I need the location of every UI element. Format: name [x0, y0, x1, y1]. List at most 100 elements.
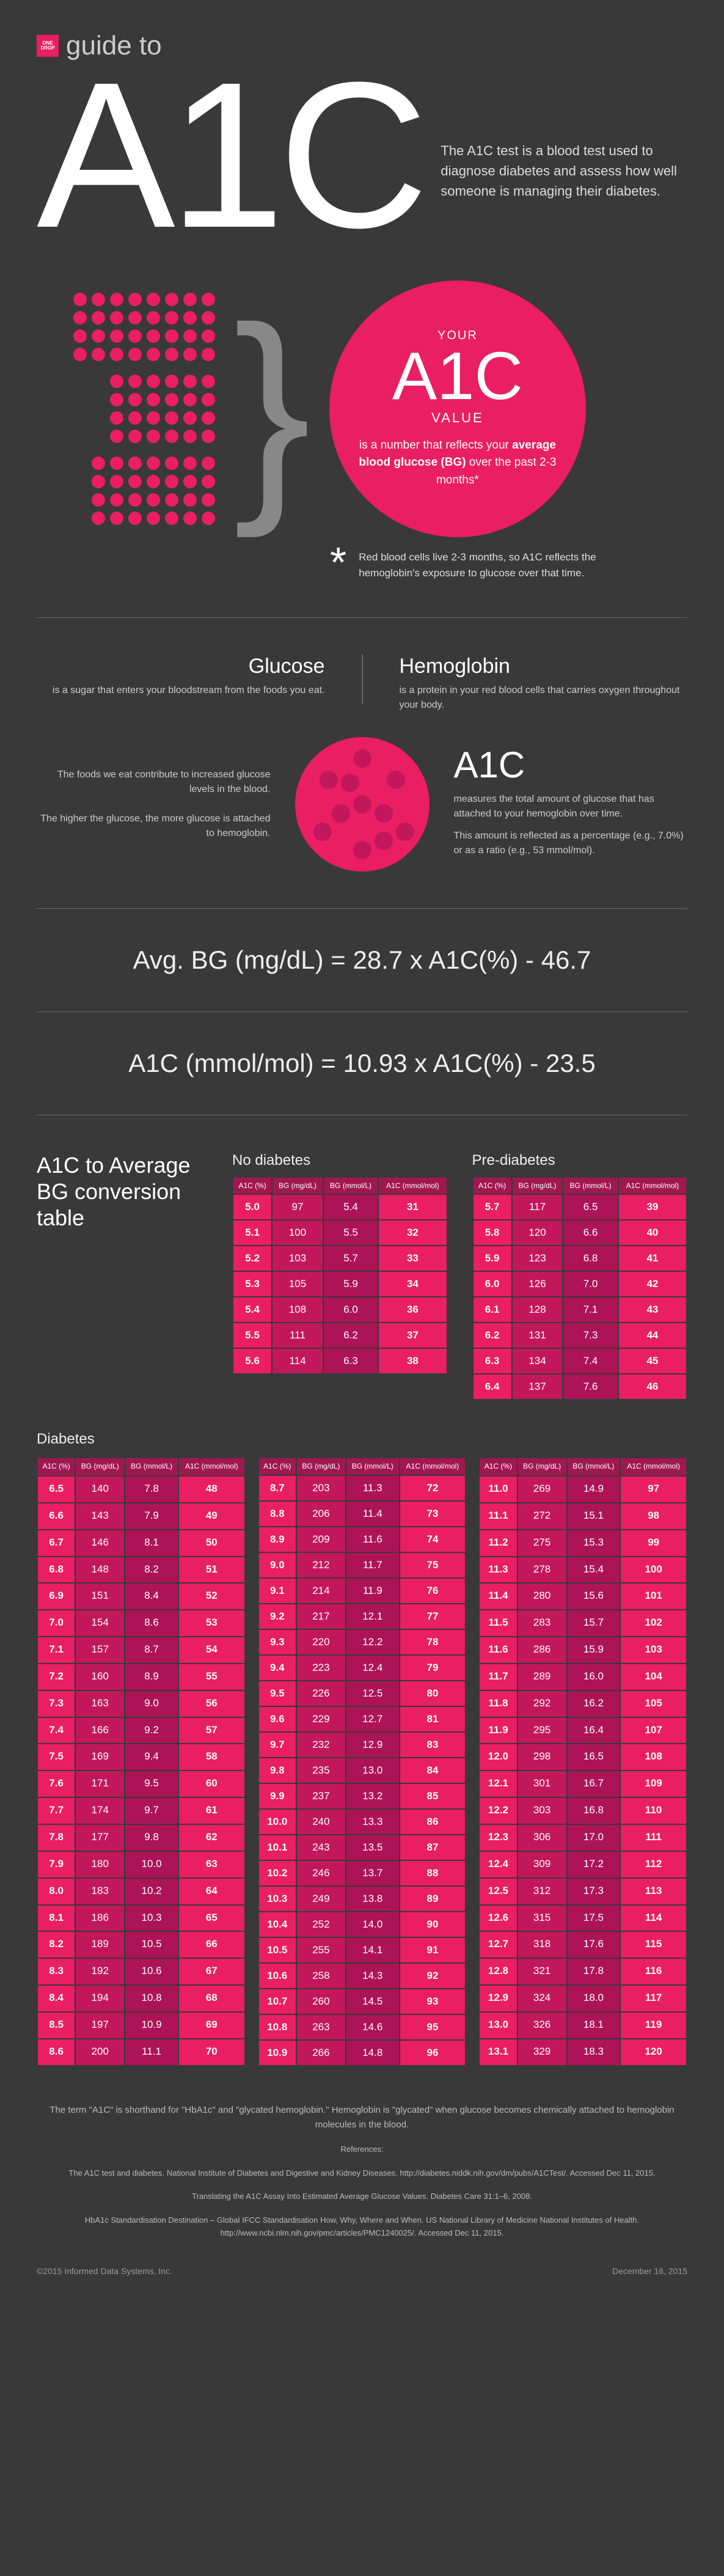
table-cell: 140 — [75, 1476, 125, 1503]
table-cell: 6.9 — [37, 1583, 75, 1610]
table-cell: 7.7 — [37, 1797, 75, 1824]
table-cell: 50 — [178, 1530, 245, 1557]
table-cell: 7.8 — [125, 1476, 178, 1503]
table-header: BG (mg/dL) — [517, 1458, 567, 1476]
table-cell: 266 — [296, 2040, 346, 2066]
table-cell: 43 — [618, 1297, 687, 1323]
table-header: A1C (%) — [258, 1458, 296, 1475]
table-header: BG (mmol/L) — [563, 1177, 618, 1194]
table-header: A1C (mmol/mol) — [618, 1177, 687, 1194]
hero-description: The A1C test is a blood test used to dia… — [441, 141, 685, 201]
table-cell: 103 — [620, 1637, 687, 1664]
table-cell: 120 — [512, 1220, 563, 1246]
table-cell: 18.1 — [567, 2012, 621, 2039]
table-cell: 14.6 — [346, 2014, 400, 2040]
brace-icon: } — [233, 328, 311, 490]
table-cell: 8.7 — [258, 1475, 296, 1501]
table-cell: 148 — [75, 1557, 125, 1583]
table-cell: 240 — [296, 1809, 346, 1835]
table-header: A1C (%) — [233, 1177, 272, 1194]
table-row: 5.11005.532 — [233, 1220, 447, 1246]
table-row: 8.319210.667 — [37, 1958, 245, 1985]
table-cell: 324 — [517, 1985, 567, 2012]
table-cell: 12.5 — [479, 1878, 517, 1905]
table-cell: 90 — [400, 1912, 466, 1937]
divider-vertical — [362, 655, 363, 703]
table-cell: 56 — [178, 1690, 245, 1717]
table-cell: 163 — [75, 1690, 125, 1717]
table-row: 5.81206.640 — [473, 1220, 687, 1246]
table-row: 11.829216.2105 — [479, 1690, 687, 1717]
table-cell: 7.9 — [125, 1503, 178, 1530]
table-cell: 13.7 — [346, 1860, 400, 1886]
table-cell: 53 — [178, 1610, 245, 1637]
table-cell: 13.5 — [346, 1835, 400, 1860]
table-row: 5.51116.237 — [233, 1323, 447, 1348]
table-cell: 97 — [620, 1476, 687, 1503]
table-cell: 12.8 — [479, 1958, 517, 1985]
table-row: 9.622912.781 — [258, 1706, 466, 1732]
table-cell: 95 — [400, 2014, 466, 2040]
table-cell: 9.9 — [258, 1783, 296, 1809]
table-cell: 112 — [620, 1851, 687, 1878]
table-cell: 85 — [400, 1783, 466, 1809]
table-cell: 78 — [400, 1629, 466, 1655]
table-cell: 9.2 — [258, 1604, 296, 1629]
table-cell: 8.4 — [125, 1583, 178, 1610]
reflects-text: is a number that reflects your average b… — [354, 437, 561, 490]
hemoglobin-text: is a protein in your red blood cells tha… — [400, 683, 688, 713]
table-row: 13.032618.1119 — [479, 2012, 687, 2039]
table-cell: 5.9 — [473, 1246, 512, 1271]
table-cell: 15.1 — [567, 1503, 621, 1530]
table-cell: 177 — [75, 1824, 125, 1851]
table-cell: 12.1 — [479, 1771, 517, 1797]
table-cell: 286 — [517, 1637, 567, 1664]
table-cell: 38 — [378, 1348, 447, 1374]
table-cell: 8.1 — [125, 1530, 178, 1557]
table-cell: 11.8 — [479, 1690, 517, 1717]
table-cell: 74 — [400, 1527, 466, 1552]
table-cell: 128 — [512, 1297, 563, 1323]
table-cell: 183 — [75, 1878, 125, 1905]
table-cell: 117 — [620, 1985, 687, 2012]
table-cell: 12.0 — [479, 1744, 517, 1771]
table-header: BG (mmol/L) — [125, 1458, 178, 1476]
table-row: 11.428015.6101 — [479, 1583, 687, 1610]
divider — [37, 908, 687, 909]
table-cell: 18.3 — [567, 2039, 621, 2066]
table-cell: 84 — [400, 1758, 466, 1783]
table-cell: 16.5 — [567, 1744, 621, 1771]
diabetes-table-1: A1C (%)BG (mg/dL)BG (mmol/L)A1C (mmol/mo… — [37, 1457, 246, 2066]
table-row: 12.832117.8116 — [479, 1958, 687, 1985]
table-cell: 11.0 — [479, 1476, 517, 1503]
table-cell: 65 — [178, 1905, 245, 1932]
table-cell: 57 — [178, 1717, 245, 1744]
table-cell: 115 — [620, 1931, 687, 1958]
your-a1c-section: } YOUR A1C VALUE is a number that reflec… — [37, 281, 687, 537]
table-cell: 315 — [517, 1905, 567, 1932]
table-cell: 111 — [620, 1824, 687, 1851]
table-cell: 111 — [272, 1323, 323, 1348]
table-cell: 7.6 — [37, 1771, 75, 1797]
table-cell: 10.3 — [125, 1905, 178, 1932]
table-cell: 10.9 — [258, 2040, 296, 2066]
table-cell: 14.0 — [346, 1912, 400, 1937]
table-row: 13.132918.3120 — [479, 2039, 687, 2066]
table-cell: 49 — [178, 1503, 245, 1530]
table-cell: 5.4 — [233, 1297, 272, 1323]
table-cell: 217 — [296, 1604, 346, 1629]
table-cell: 8.2 — [125, 1557, 178, 1583]
table-cell: 12.5 — [346, 1681, 400, 1706]
table-row: 8.218910.566 — [37, 1931, 245, 1958]
table-row: 9.121411.976 — [258, 1578, 466, 1604]
table-cell: 88 — [400, 1860, 466, 1886]
cell-diagram: The foods we eat contribute to increased… — [37, 737, 687, 872]
table-row: 12.029816.5108 — [479, 1744, 687, 1771]
table-cell: 235 — [296, 1758, 346, 1783]
diabetes-section: Diabetes A1C (%)BG (mg/dL)BG (mmol/L)A1C… — [37, 1431, 687, 2066]
table-cell: 5.1 — [233, 1220, 272, 1246]
table-cell: 7.4 — [563, 1348, 618, 1374]
table-cell: 10.0 — [125, 1851, 178, 1878]
table-cell: 46 — [618, 1374, 687, 1400]
table-cell: 70 — [178, 2039, 245, 2066]
